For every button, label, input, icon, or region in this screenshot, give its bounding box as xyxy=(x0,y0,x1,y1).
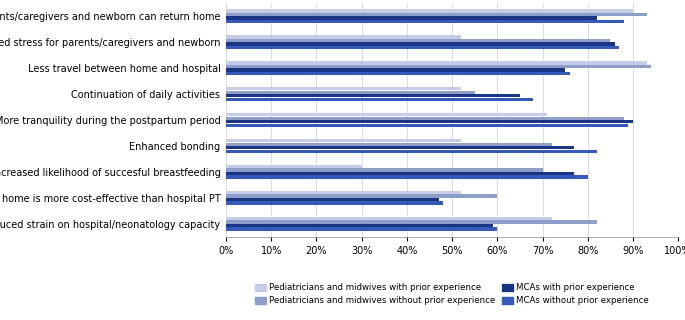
Bar xyxy=(226,9,633,12)
Bar xyxy=(226,142,551,146)
Bar xyxy=(226,46,619,49)
Bar xyxy=(226,217,551,220)
Bar xyxy=(226,201,443,205)
Bar xyxy=(226,20,624,23)
Bar xyxy=(226,68,565,72)
Bar xyxy=(226,98,534,101)
Bar xyxy=(226,39,610,42)
Bar xyxy=(226,165,362,168)
Bar xyxy=(226,72,570,75)
Bar xyxy=(226,228,497,231)
Bar xyxy=(226,220,597,224)
Bar xyxy=(226,191,461,194)
Bar xyxy=(226,172,574,175)
Bar xyxy=(226,113,547,116)
Bar xyxy=(226,146,574,149)
Bar xyxy=(226,35,461,39)
Bar xyxy=(226,116,624,120)
Legend: Pediatricians and midwives with prior experience, Pediatricians and midwives wit: Pediatricians and midwives with prior ex… xyxy=(256,283,649,306)
Bar xyxy=(226,91,475,94)
Bar xyxy=(226,149,597,153)
Bar xyxy=(226,65,651,68)
Bar xyxy=(226,224,493,227)
Bar xyxy=(226,61,647,65)
Bar xyxy=(226,139,461,142)
Bar xyxy=(226,13,647,16)
Bar xyxy=(226,195,497,198)
Bar xyxy=(226,87,461,91)
Bar xyxy=(226,16,597,20)
Bar xyxy=(226,94,520,98)
Bar xyxy=(226,175,588,179)
Bar xyxy=(226,124,628,127)
Bar xyxy=(226,198,438,201)
Bar xyxy=(226,168,543,172)
Bar xyxy=(226,120,633,124)
Bar xyxy=(226,42,615,45)
